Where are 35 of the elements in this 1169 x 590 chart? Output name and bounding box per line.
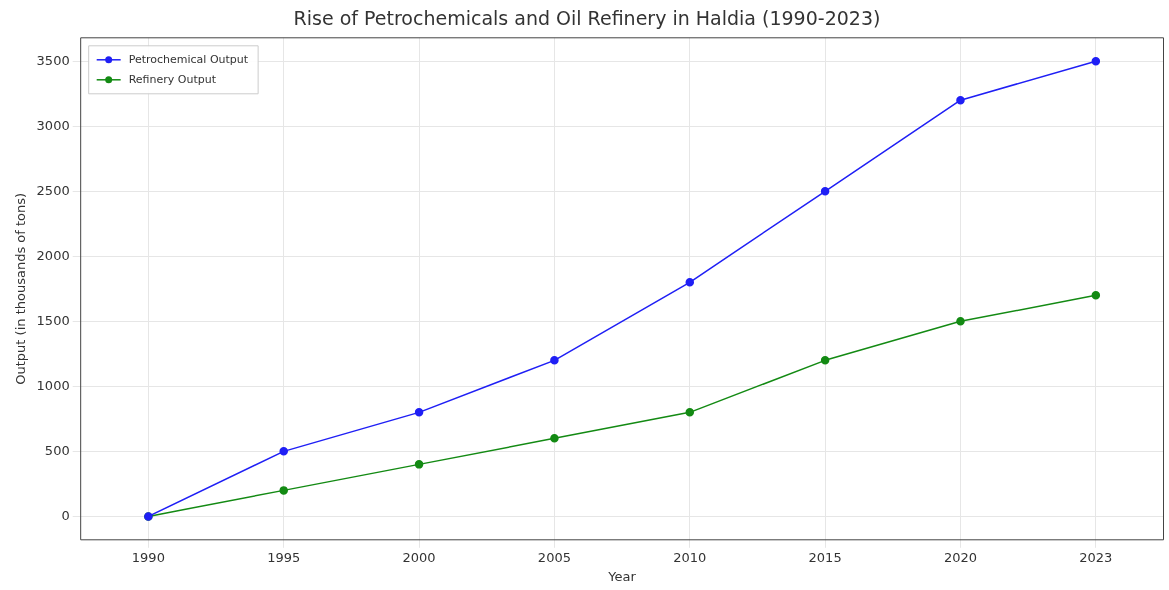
y-tick-label: 1500 <box>36 312 70 328</box>
point <box>414 408 424 417</box>
y-tick-label: 0 <box>61 507 70 523</box>
point <box>956 95 965 105</box>
point <box>1091 56 1101 66</box>
point <box>820 187 830 196</box>
point <box>414 460 424 469</box>
x-tick-label: 2023 <box>1079 549 1113 565</box>
y-tick-label: 3500 <box>36 52 70 68</box>
point <box>685 408 695 417</box>
y-tick-label: 2500 <box>36 182 70 198</box>
x-tick-label: 2005 <box>537 549 571 565</box>
y-tick-label: 500 <box>44 442 70 458</box>
legend-label: Petrochemical Output <box>128 52 249 66</box>
x-tick-label: 1995 <box>267 549 301 565</box>
x-tick-label: 2010 <box>673 549 707 565</box>
point <box>956 317 965 326</box>
x-tick-label: 2020 <box>943 549 978 565</box>
point <box>820 356 830 365</box>
x-tick-label: 1990 <box>131 549 165 565</box>
point <box>550 356 559 365</box>
point <box>550 434 559 443</box>
y-tick-label: 2000 <box>36 247 70 263</box>
point <box>279 447 288 456</box>
legend-label: Refinery Output <box>128 72 217 86</box>
chart-title: Rise of Petrochemicals and Oil Refinery in Haldia (1990-2023) <box>293 7 881 30</box>
y-axis-title: Output (in thousands of tons) <box>13 192 29 385</box>
x-tick-label: 2015 <box>808 549 842 565</box>
x-axis-title: Year <box>607 568 637 584</box>
y-tick-label: 3000 <box>36 117 70 133</box>
point <box>1091 291 1101 300</box>
y-tick-label: 1000 <box>36 377 70 393</box>
point <box>685 278 695 287</box>
x-tick-label: 2000 <box>402 549 436 565</box>
point <box>279 486 288 495</box>
